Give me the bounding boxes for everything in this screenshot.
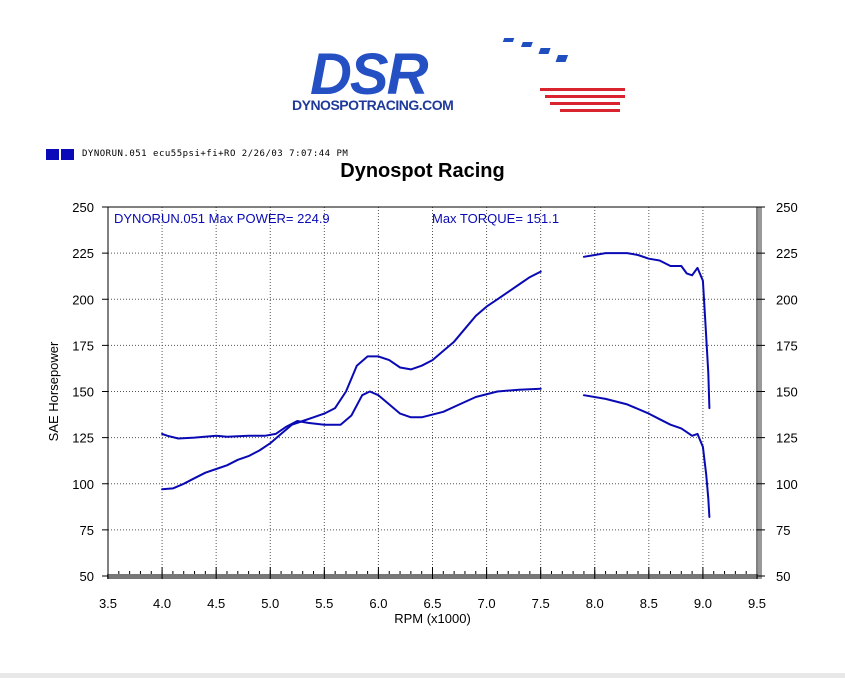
series-1-line-segment-2 bbox=[582, 252, 711, 410]
y-tick-label: 75 bbox=[80, 523, 94, 538]
x-tick-label: 5.5 bbox=[315, 596, 333, 611]
x-tick-label: 9.0 bbox=[694, 596, 712, 611]
y-tick-label: 125 bbox=[72, 431, 94, 446]
series-1-line-segment-1 bbox=[161, 270, 542, 491]
y2-tick-label: 50 bbox=[776, 569, 790, 584]
logo-dsr-text: DSR bbox=[310, 42, 429, 107]
series-2-line-segment-1 bbox=[161, 387, 542, 440]
x-tick-label: 4.0 bbox=[153, 596, 171, 611]
y-tick-label: 200 bbox=[72, 292, 94, 307]
x-tick-label: 3.5 bbox=[99, 596, 117, 611]
y2-tick-label: 100 bbox=[776, 477, 798, 492]
max-torque-annotation: Max TORQUE= 151.1 bbox=[432, 211, 559, 226]
y2-tick-label: 175 bbox=[776, 338, 798, 353]
y-tick-label: 225 bbox=[72, 246, 94, 261]
x-tick-label: 7.5 bbox=[532, 596, 550, 611]
y2-axis-bar bbox=[758, 207, 762, 579]
y2-tick-label: 250 bbox=[776, 200, 798, 215]
y-tick-label: 150 bbox=[72, 385, 94, 400]
run-info-text: DYNORUN.051 ecu55psi+fi+RO 2/26/03 7:07:… bbox=[82, 149, 349, 159]
max-power-annotation: DYNORUN.051 Max POWER= 224.9 bbox=[114, 211, 330, 226]
y2-tick-label: 200 bbox=[776, 292, 798, 307]
x-tick-label: 9.5 bbox=[748, 596, 766, 611]
x-axis-label: RPM (x1000) bbox=[394, 611, 471, 626]
x-tick-label: 6.5 bbox=[423, 596, 441, 611]
y-tick-label: 50 bbox=[80, 569, 94, 584]
logo-url-text: DYNOSPOTRACING.COM bbox=[292, 97, 453, 113]
y2-tick-label: 75 bbox=[776, 523, 790, 538]
x-tick-label: 8.0 bbox=[586, 596, 604, 611]
y-tick-label: 175 bbox=[72, 338, 94, 353]
y-axis-label: SAE Horsepower bbox=[46, 341, 61, 441]
y2-tick-label: 150 bbox=[776, 385, 798, 400]
chart-title: Dynospot Racing bbox=[340, 160, 505, 182]
series-2-line-segment-2 bbox=[582, 394, 711, 518]
x-tick-label: 5.0 bbox=[261, 596, 279, 611]
y2-tick-label: 225 bbox=[776, 246, 798, 261]
y-tick-label: 100 bbox=[72, 477, 94, 492]
y2-tick-label: 125 bbox=[776, 431, 798, 446]
run-color-swatch bbox=[46, 148, 74, 160]
x-tick-label: 7.0 bbox=[478, 596, 496, 611]
dsr-logo: DSR DYNOSPOTRACING.COM bbox=[292, 38, 625, 113]
x-tick-label: 4.5 bbox=[207, 596, 225, 611]
run-legend: DYNORUN.051 ecu55psi+fi+RO 2/26/03 7:07:… bbox=[46, 147, 348, 161]
x-tick-label: 6.0 bbox=[369, 596, 387, 611]
y-tick-label: 250 bbox=[72, 200, 94, 215]
x-tick-label: 8.5 bbox=[640, 596, 658, 611]
bottom-bar bbox=[0, 673, 845, 678]
